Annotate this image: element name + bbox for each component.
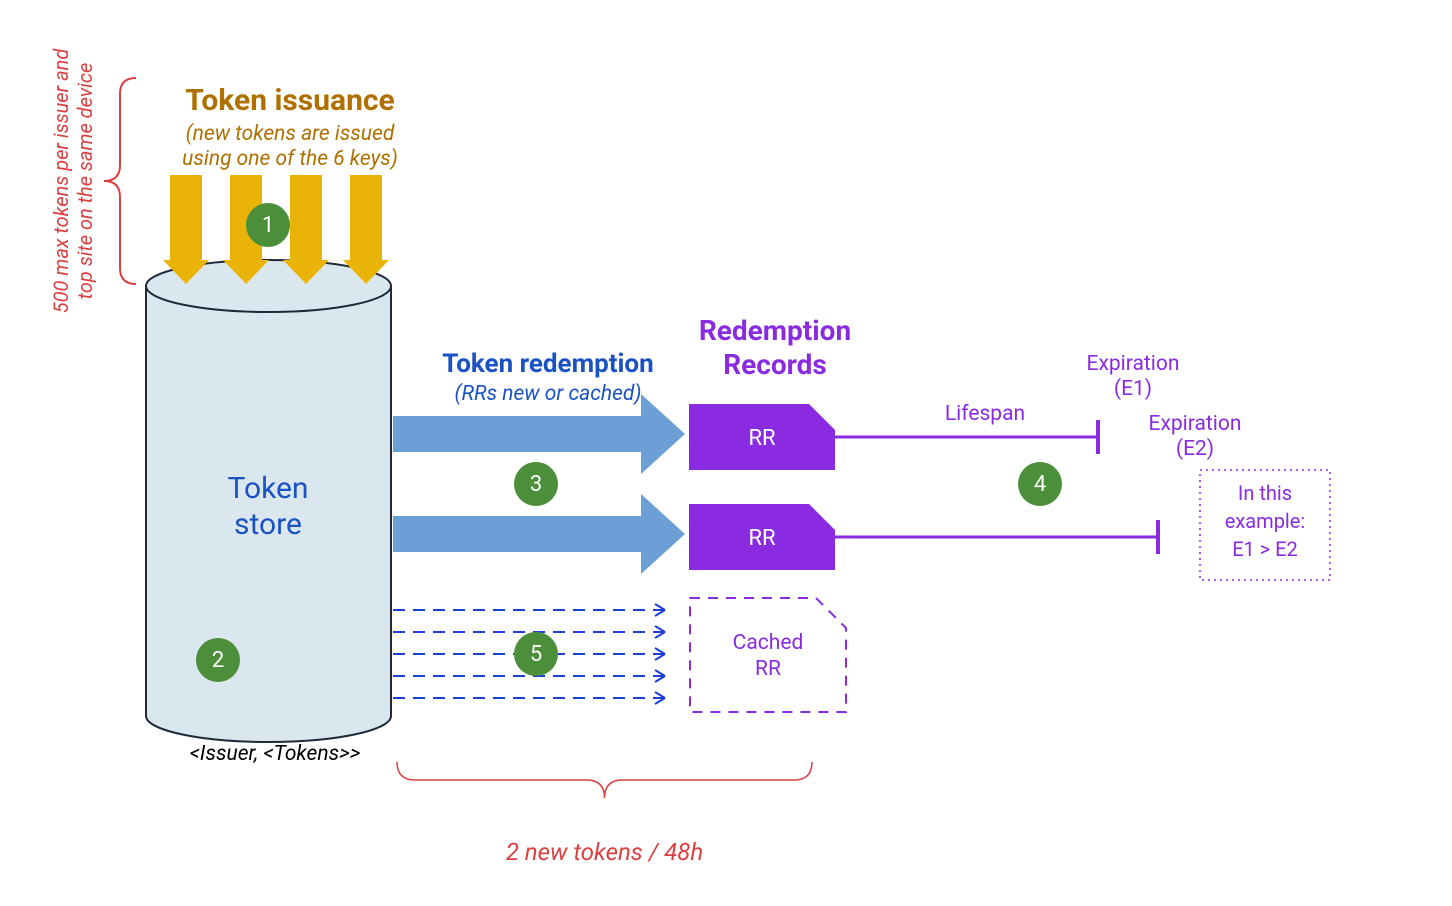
lifespan-label: Lifespan <box>945 402 1025 426</box>
redemption-arrow-icon <box>393 394 685 474</box>
expiration-value: (E2) <box>1176 437 1214 461</box>
expiration-value: (E1) <box>1114 377 1152 401</box>
step-badge-number: 5 <box>530 642 542 667</box>
side-brace-l1: 500 max tokens per issuer and <box>49 48 73 314</box>
rr-box-label: RR <box>748 426 776 451</box>
side-brace-icon <box>104 78 136 284</box>
rr-header-l1: Redemption <box>699 314 851 347</box>
token-store-label-l1: Token <box>228 471 309 506</box>
redemption-title: Token redemption <box>442 349 653 379</box>
redemption-arrow-icon <box>393 494 685 574</box>
side-brace-label-group: 500 max tokens per issuer andtop site on… <box>49 48 97 314</box>
bottom-brace-icon <box>397 762 812 798</box>
token-store-label-l2: store <box>234 507 302 542</box>
expiration-label: Expiration <box>1149 412 1242 436</box>
bottom-brace-label: 2 new tokens / 48h <box>506 838 703 866</box>
example-box-l3: E1 > E2 <box>1232 537 1298 561</box>
step-badge-number: 4 <box>1034 472 1046 497</box>
issuance-subtitle-l2: using one of the 6 keys) <box>182 147 398 171</box>
cached-rr-l2: RR <box>755 657 781 681</box>
cached-rr-l1: Cached <box>733 631 804 655</box>
cached-rr-box <box>690 598 846 712</box>
expiration-label: Expiration <box>1087 352 1180 376</box>
step-badge-number: 3 <box>530 472 542 497</box>
rr-box-label: RR <box>748 526 776 551</box>
redemption-subtitle: (RRs new or cached) <box>455 382 642 406</box>
example-box-l2: example: <box>1225 509 1306 533</box>
rr-header-l2: Records <box>723 348 827 381</box>
step-badge-number: 1 <box>262 213 274 238</box>
side-brace-l2: top site on the same device <box>73 63 97 300</box>
issuer-tokens-label: <Issuer, <Tokens>> <box>190 742 361 766</box>
example-box-l1: In this <box>1238 481 1292 505</box>
step-badge-number: 2 <box>212 648 224 673</box>
issuance-title: Token issuance <box>185 83 394 118</box>
issuance-subtitle-l1: (new tokens are issued <box>186 122 395 146</box>
